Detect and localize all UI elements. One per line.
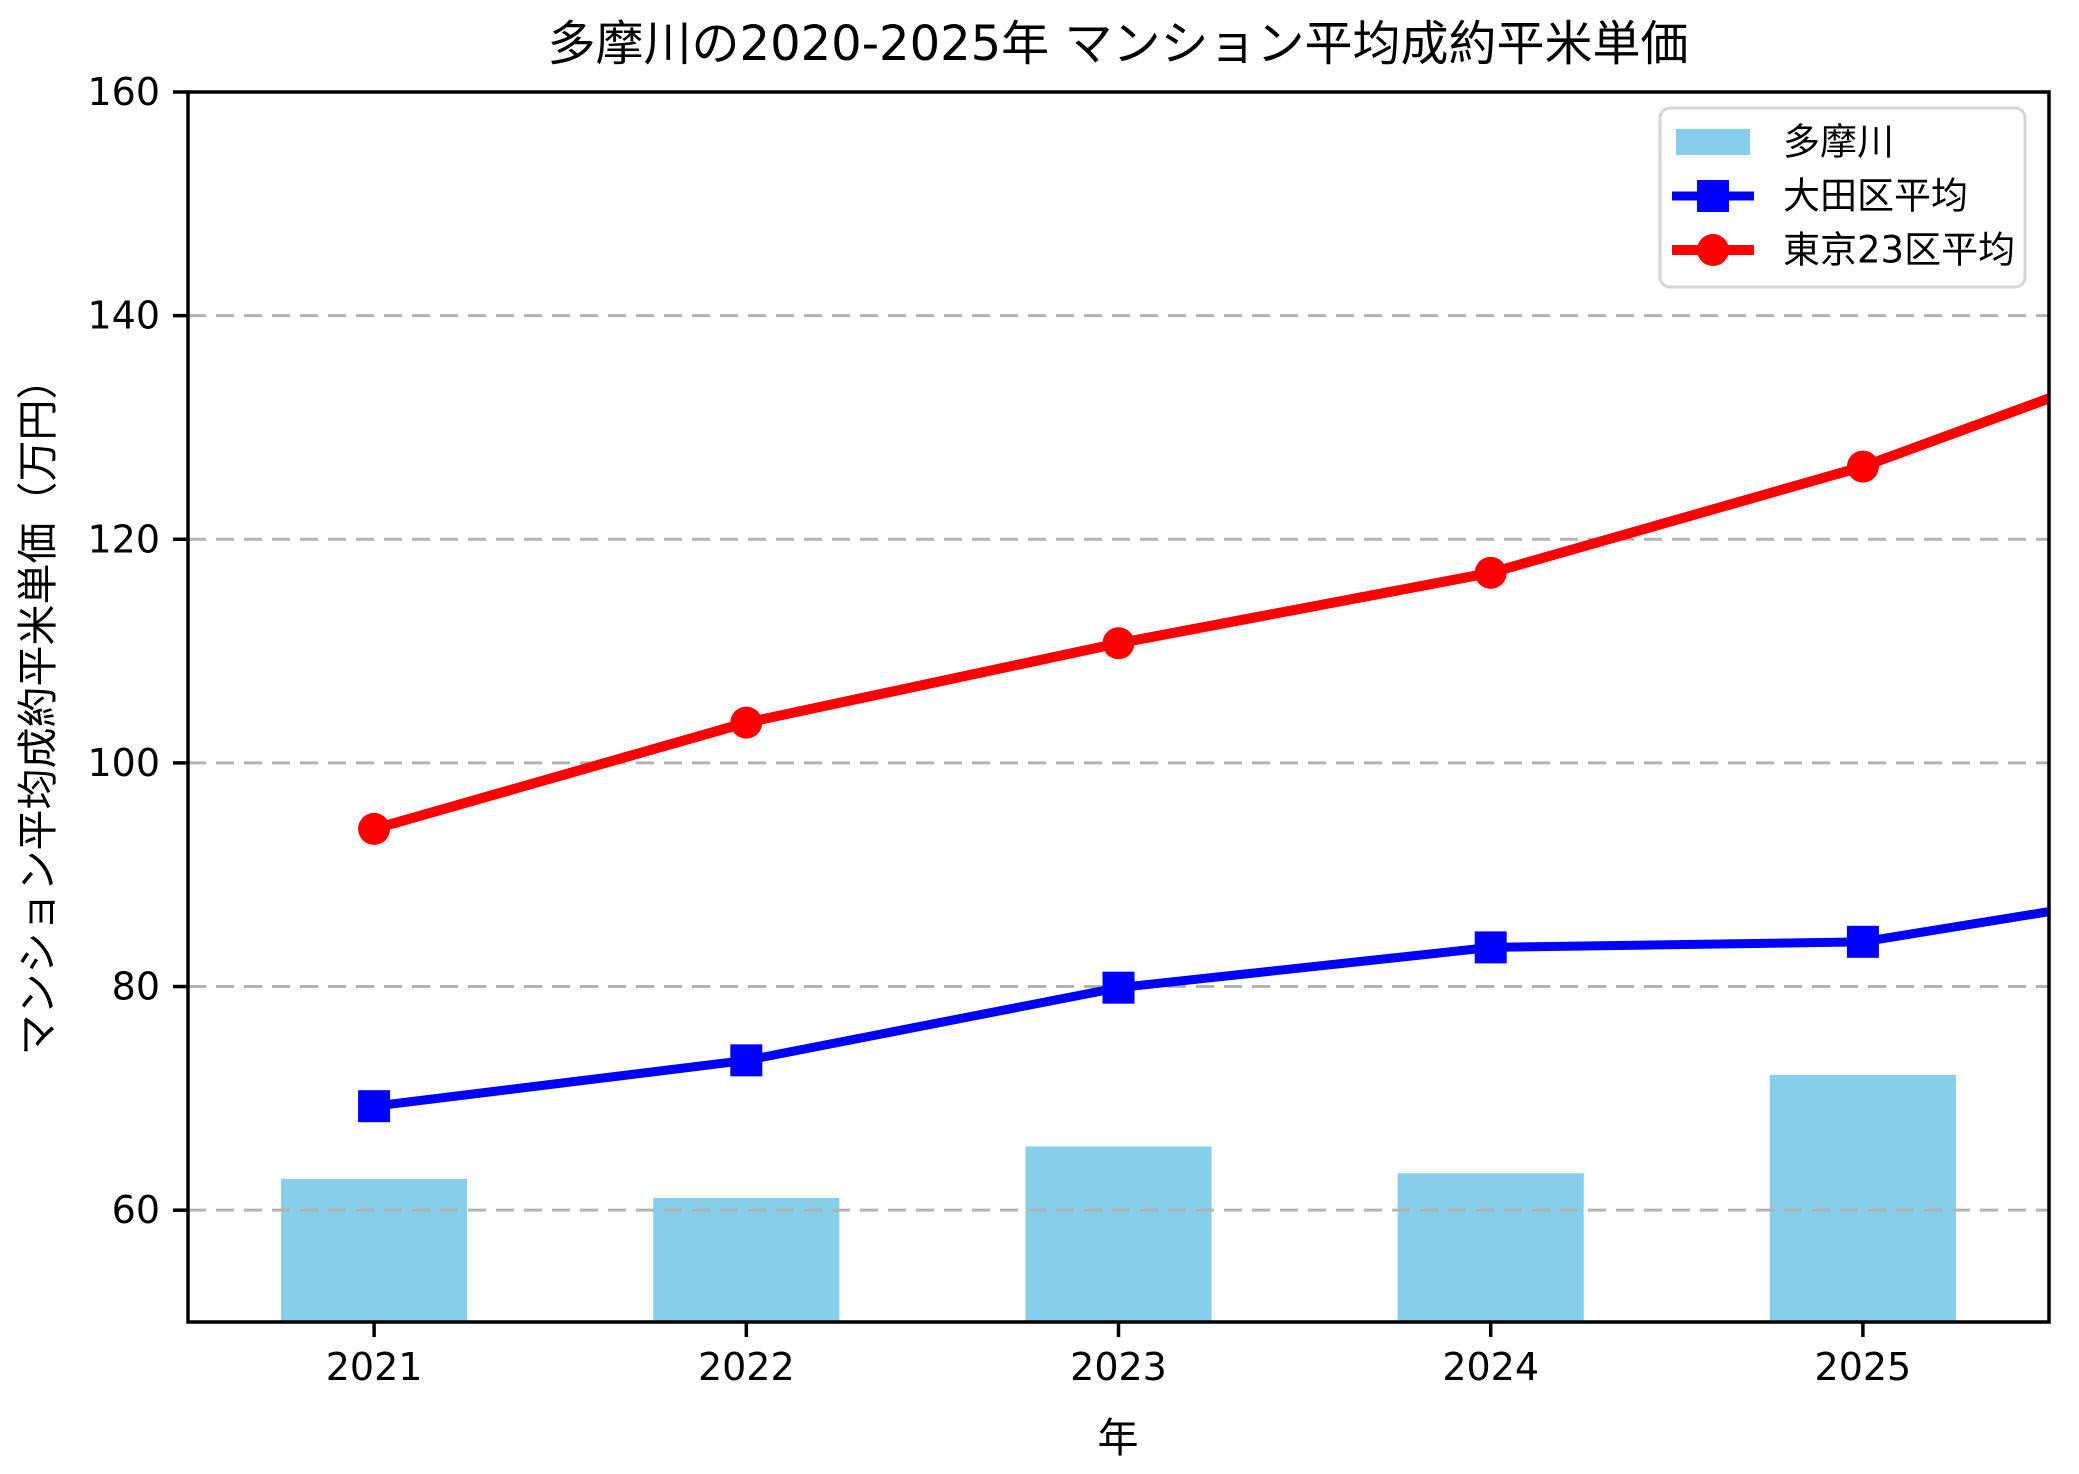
x-tick-label-2025: 2025 (1815, 1345, 1912, 1389)
legend-item-tamagawa: 多摩川 (1676, 121, 1894, 164)
bar-2024 (1397, 1173, 1584, 1322)
x-tick-label-2023: 2023 (1070, 1345, 1167, 1389)
line-大田区平均 (373, 907, 2050, 1111)
circle-marker-2022 (730, 706, 763, 739)
x-tick-label-2022: 2022 (698, 1345, 795, 1389)
circle-marker-2024 (1474, 556, 1507, 589)
bars-layer (281, 1074, 1956, 1322)
axes-layer (173, 90, 2051, 1337)
line-東京23区平均 (372, 393, 2051, 834)
bar-2021 (281, 1178, 468, 1322)
legend: 多摩川 大田区平均 東京23区平均 (1658, 106, 2027, 289)
circle-marker-2021 (358, 812, 391, 845)
y-tick-label-80: 80 (112, 965, 160, 1009)
x-axis-label: 年 (1098, 1414, 1139, 1462)
tick-labels-layer: 60 80 100 120 140 160 2021 2022 2023 2024 2025 (87, 70, 1911, 1389)
square-marker-2025 (1846, 925, 1879, 958)
x-tick-label-2024: 2024 (1442, 1345, 1539, 1389)
legend-square-marker (1697, 180, 1729, 212)
circle-marker-2023 (1102, 627, 1135, 660)
legend-label-tamagawa: 多摩川 (1783, 121, 1894, 164)
legend-item-ota: 大田区平均 (1672, 175, 1968, 218)
chart-title: 多摩川の2020-2025年 マンション平均成約平米単価 (548, 16, 1689, 72)
circle-marker-2025 (1846, 450, 1879, 483)
lines-layer (358, 393, 2051, 1123)
y-axis-label: マンション平均成約平米単価（万円） (14, 359, 62, 1056)
y-tick-label-60: 60 (112, 1188, 160, 1232)
legend-circle-marker (1697, 234, 1729, 266)
square-marker-2022 (730, 1044, 763, 1077)
square-marker-2021 (358, 1090, 391, 1123)
bar-2023 (1025, 1146, 1212, 1322)
y-tick-label-120: 120 (87, 517, 160, 561)
square-marker-2024 (1474, 931, 1507, 964)
gridlines-layer (188, 314, 2049, 1212)
legend-label-tokyo23: 東京23区平均 (1783, 229, 2015, 272)
square-marker-2023 (1102, 971, 1135, 1004)
y-tick-label-140: 140 (87, 294, 160, 338)
bar-2022 (653, 1197, 840, 1322)
bar-2025 (1769, 1074, 1956, 1322)
legend-label-ota: 大田区平均 (1783, 175, 1968, 218)
legend-bar-swatch (1676, 129, 1750, 155)
x-tick-label-2021: 2021 (326, 1345, 423, 1389)
legend-box (1658, 106, 2027, 289)
legend-item-tokyo23: 東京23区平均 (1672, 229, 2015, 272)
y-tick-label-100: 100 (87, 741, 160, 785)
y-tick-label-160: 160 (87, 70, 160, 114)
